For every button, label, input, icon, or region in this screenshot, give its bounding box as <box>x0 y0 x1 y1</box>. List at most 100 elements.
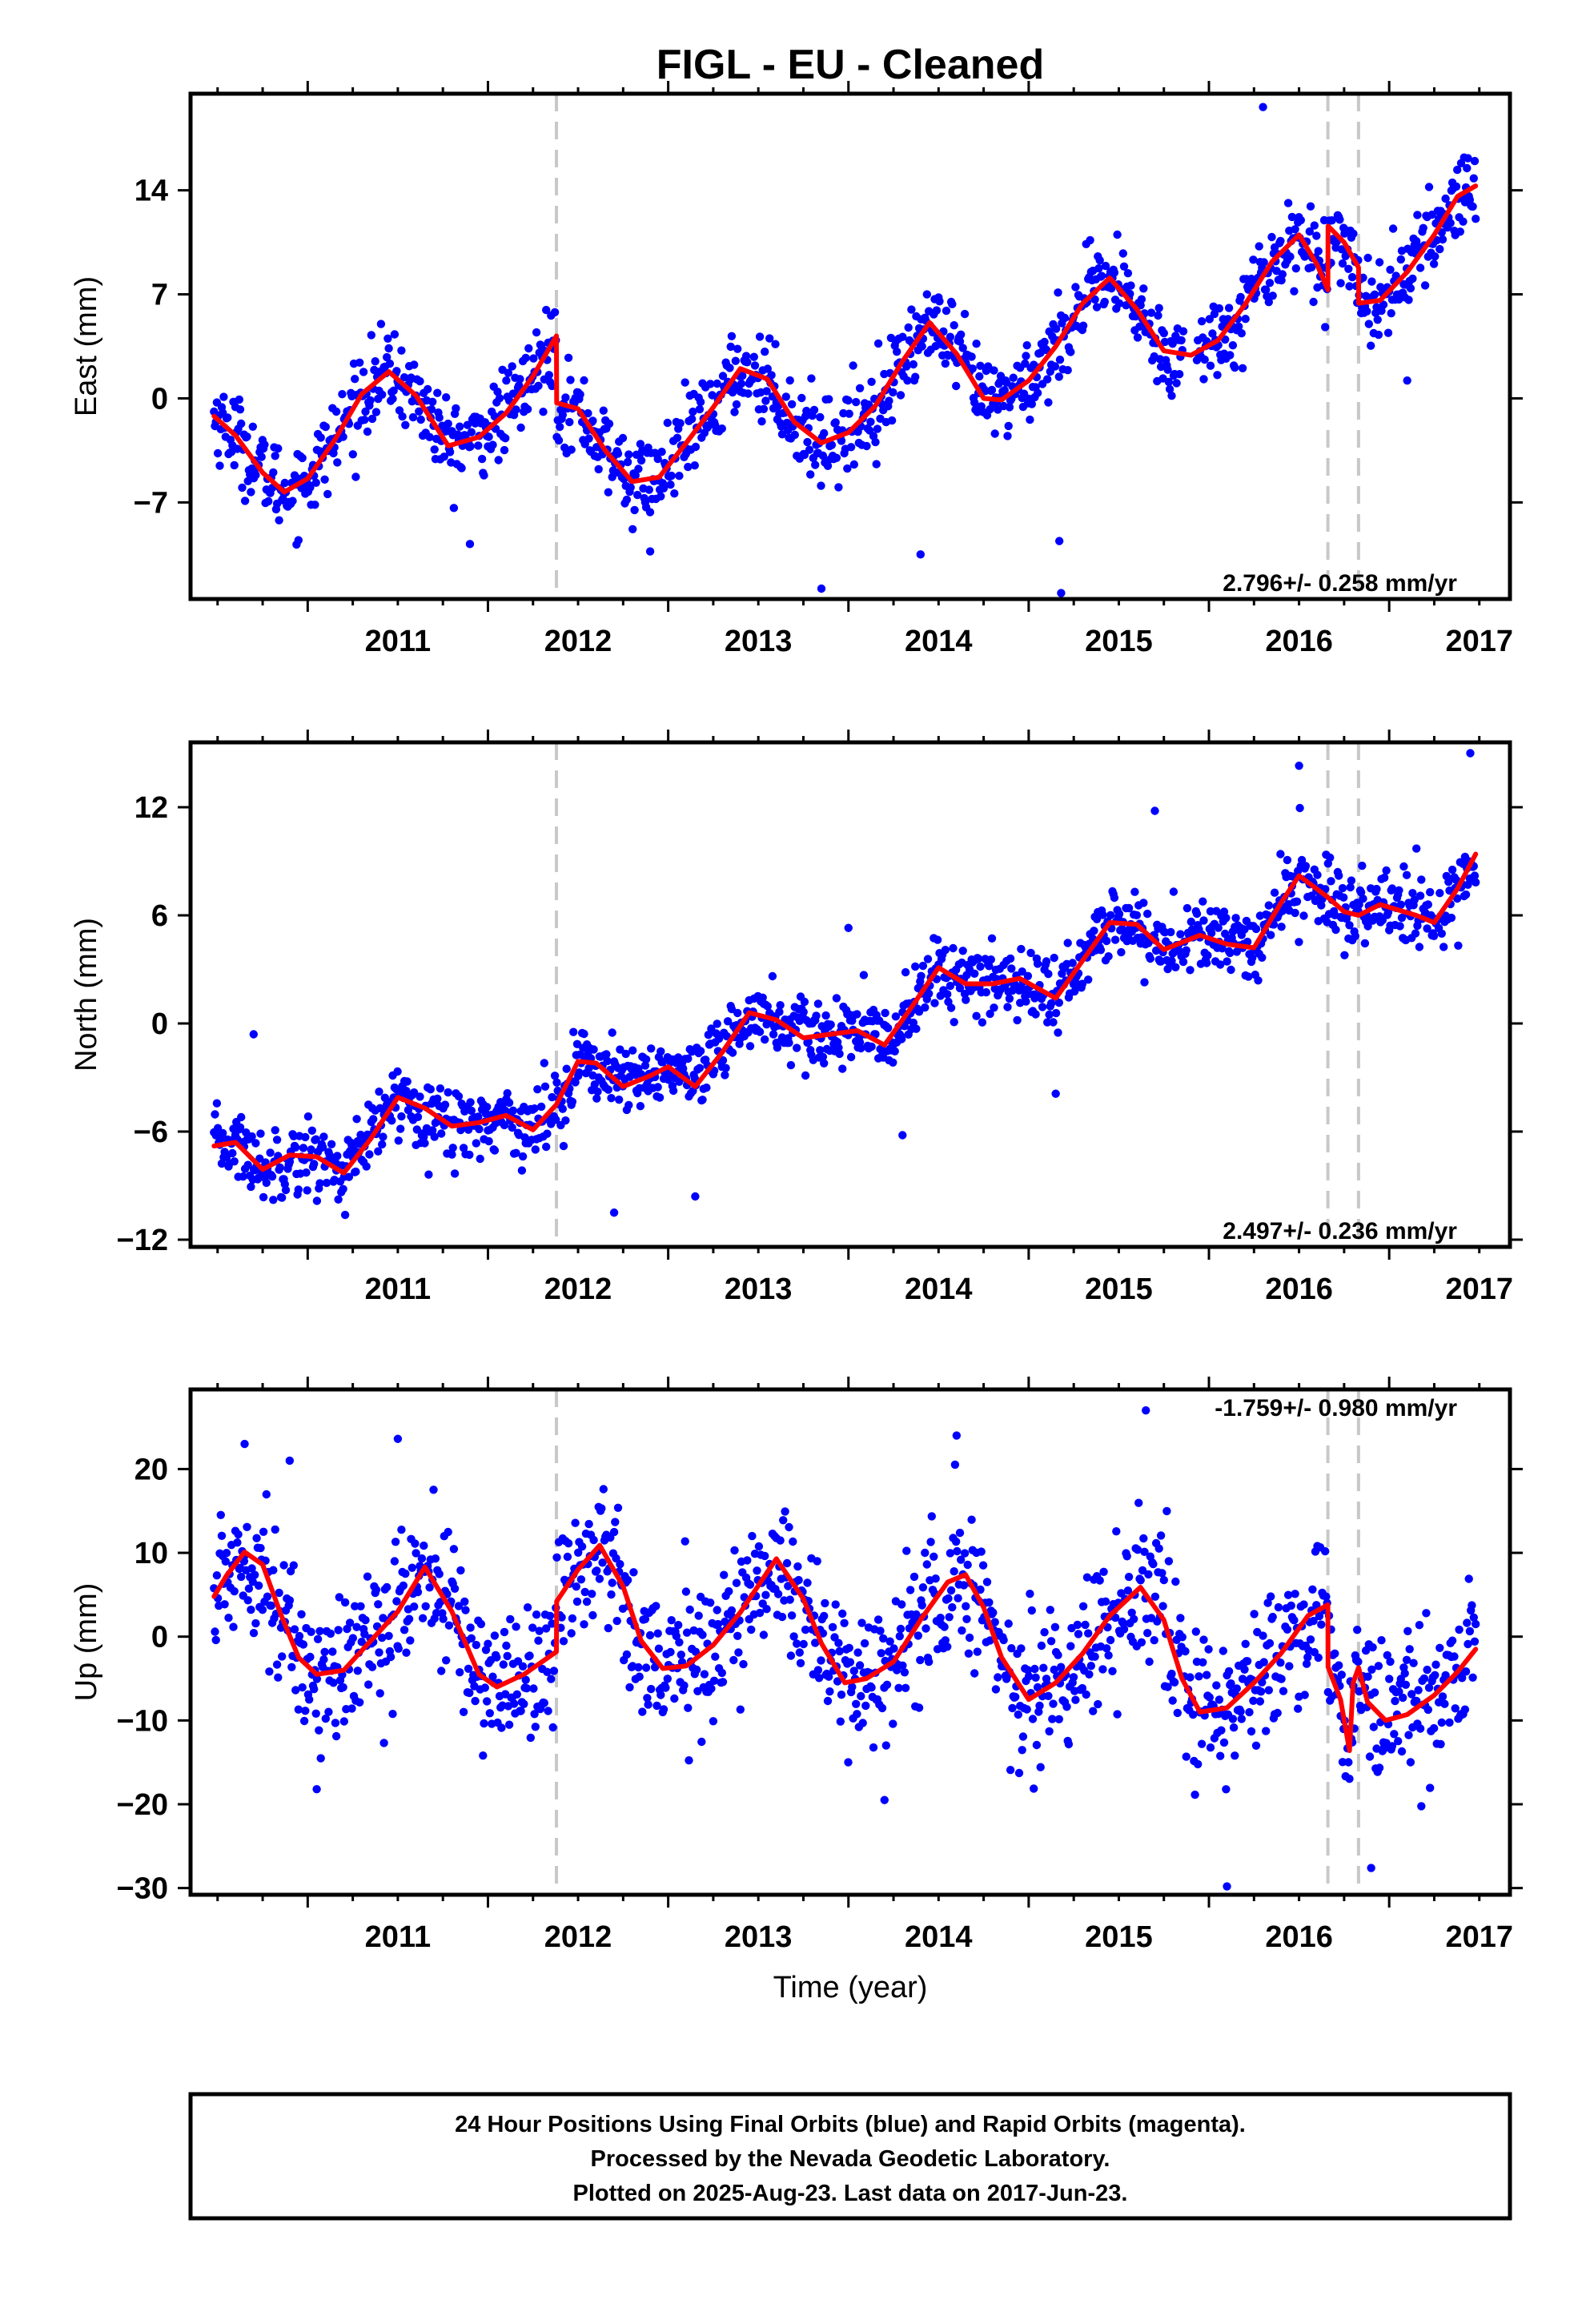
data-point <box>1217 1726 1226 1735</box>
data-point <box>973 1647 982 1656</box>
data-point <box>1283 855 1292 865</box>
data-point <box>512 405 520 414</box>
data-point <box>476 1619 486 1629</box>
data-point <box>761 348 769 356</box>
data-point <box>765 334 774 343</box>
data-point <box>755 1027 765 1036</box>
data-point <box>644 485 653 494</box>
data-point <box>946 332 955 341</box>
data-point <box>319 1132 328 1141</box>
x-tick-label: 2016 <box>1265 1920 1333 1954</box>
data-point <box>1468 1673 1477 1682</box>
data-point <box>761 396 770 405</box>
data-point <box>611 1518 620 1526</box>
data-point <box>990 429 999 438</box>
data-point <box>846 443 856 452</box>
data-point <box>1301 862 1311 870</box>
data-point <box>259 1192 268 1202</box>
data-point <box>598 1558 607 1567</box>
data-point <box>1144 1570 1153 1579</box>
data-point <box>1363 253 1372 263</box>
data-point <box>680 1681 689 1690</box>
data-point <box>926 1538 935 1546</box>
data-point <box>722 1031 731 1041</box>
data-point <box>1063 939 1072 947</box>
data-point <box>623 1575 632 1585</box>
data-point <box>1062 1703 1071 1711</box>
data-point <box>1373 316 1382 324</box>
data-point <box>777 1612 787 1622</box>
data-point <box>552 1116 560 1124</box>
data-point <box>691 1192 700 1201</box>
data-point <box>397 1112 406 1121</box>
data-point <box>1395 922 1404 931</box>
data-point <box>1279 1687 1288 1695</box>
data-point <box>1367 277 1376 286</box>
data-point <box>912 1610 921 1619</box>
data-point <box>1335 1661 1343 1670</box>
data-point <box>430 445 439 454</box>
data-point <box>299 1716 309 1726</box>
data-point <box>762 1605 771 1614</box>
data-point <box>299 1144 308 1152</box>
data-point <box>1199 916 1208 925</box>
data-point <box>1259 103 1267 111</box>
data-point <box>383 1582 391 1592</box>
data-point <box>941 1636 950 1645</box>
data-point <box>1265 1638 1275 1648</box>
data-point <box>1159 328 1169 338</box>
data-point <box>1097 271 1106 280</box>
data-point <box>885 396 893 405</box>
data-point <box>569 1027 578 1036</box>
data-point <box>265 1667 274 1676</box>
data-point <box>355 1698 364 1707</box>
data-point <box>1175 370 1184 379</box>
data-point <box>893 348 901 356</box>
data-point <box>375 1689 384 1698</box>
data-point <box>374 1600 383 1609</box>
data-point <box>584 408 592 418</box>
data-point <box>1146 954 1155 963</box>
data-points <box>210 749 1480 1220</box>
data-point <box>917 342 926 351</box>
data-point <box>1102 1644 1111 1653</box>
data-point <box>1119 1625 1129 1634</box>
data-point <box>927 1512 937 1521</box>
y-tick-label: −10 <box>117 1704 168 1738</box>
data-point <box>213 448 223 458</box>
data-point <box>542 1624 551 1633</box>
data-point <box>667 1616 676 1625</box>
data-point <box>582 1597 592 1606</box>
data-point <box>502 376 511 385</box>
data-point <box>917 971 926 981</box>
data-point <box>275 516 283 525</box>
data-point <box>1295 803 1304 813</box>
data-point <box>794 1575 803 1585</box>
data-point <box>1386 1657 1395 1667</box>
data-point <box>909 1572 919 1582</box>
data-point <box>416 376 424 386</box>
data-point <box>374 1147 383 1156</box>
data-point <box>1410 895 1419 904</box>
data-point <box>339 1683 347 1692</box>
data-point <box>1110 268 1119 277</box>
data-point <box>1163 365 1172 374</box>
data-point <box>1086 235 1094 245</box>
data-point <box>734 1648 743 1657</box>
data-point <box>1395 1687 1403 1696</box>
data-point <box>1227 1679 1235 1688</box>
data-point <box>1314 247 1323 255</box>
data-point <box>1423 1665 1431 1675</box>
data-point <box>444 1621 454 1630</box>
data-point <box>1451 1704 1460 1713</box>
data-point <box>436 1084 445 1093</box>
data-point <box>946 1549 955 1558</box>
data-point <box>550 308 560 317</box>
data-point <box>940 1622 949 1631</box>
data-point <box>696 1047 705 1055</box>
data-point <box>1407 1690 1416 1699</box>
data-point <box>1151 946 1161 955</box>
data-point <box>1470 871 1480 880</box>
data-point <box>1123 269 1133 278</box>
data-point <box>526 1733 535 1743</box>
